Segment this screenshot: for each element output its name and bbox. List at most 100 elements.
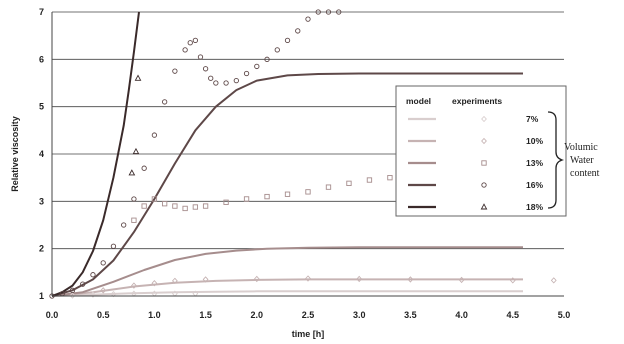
y-tick-labels: 1 2 3 4 5 6 7 xyxy=(39,7,44,301)
experiment-point-13pct xyxy=(161,201,168,207)
x-tick-label: 4.5 xyxy=(507,310,520,320)
experiment-point-7pct xyxy=(110,290,117,298)
experiment-point-16pct xyxy=(110,243,117,249)
y-tick-label: 2 xyxy=(39,244,44,254)
x-axis-title: time [h] xyxy=(292,329,325,339)
experiment-point-16pct xyxy=(233,77,239,84)
experiment-point-16pct xyxy=(336,9,342,15)
legend-label-18pct: 18% xyxy=(526,202,543,212)
group-label-line-1: Volumic xyxy=(564,142,598,153)
experiment-point-13pct xyxy=(264,193,270,200)
legend-label-13pct: 13% xyxy=(526,158,543,168)
experiment-point-16pct xyxy=(131,196,137,202)
experiment-point-13pct xyxy=(243,196,250,202)
model-curve-18pct xyxy=(51,11,140,297)
experiment-point-13pct xyxy=(141,203,147,209)
legend: model experiments 7% 10% 13% 16% 18% xyxy=(395,85,567,217)
experiment-point-16pct xyxy=(202,66,209,72)
x-tick-label: 0.5 xyxy=(97,310,110,320)
experiment-point-13pct xyxy=(387,175,393,181)
experiment-point-16pct xyxy=(121,222,127,228)
experiment-point-16pct xyxy=(172,68,178,74)
x-tick-label: 3.5 xyxy=(404,310,417,320)
y-tick-label: 4 xyxy=(39,149,44,159)
experiment-point-16pct xyxy=(315,9,321,15)
experiment-point-16pct xyxy=(254,63,260,70)
experiment-point-16pct xyxy=(208,75,214,81)
legend-marker-13pct xyxy=(481,160,487,166)
experiment-point-13pct xyxy=(366,177,373,183)
experiment-point-13pct xyxy=(305,189,311,195)
experiment-point-10pct xyxy=(131,282,137,289)
experiment-point-10pct xyxy=(509,277,516,284)
x-tick-label: 0.0 xyxy=(46,310,59,320)
axes xyxy=(51,12,564,297)
x-tick-labels: 0.0 0.5 1.0 1.5 2.0 2.5 3.0 3.5 4.0 4.5 5.0 xyxy=(46,310,571,320)
y-axis-title: Relative viscosity xyxy=(10,116,20,192)
experiment-point-10pct xyxy=(305,275,311,282)
experiment-point-16pct xyxy=(192,37,199,44)
model-curve-10pct xyxy=(51,278,523,297)
legend-model-header: model xyxy=(406,96,431,106)
experiment-point-16pct xyxy=(90,272,96,278)
model-curve-13pct xyxy=(51,246,523,297)
legend-marker-7pct xyxy=(481,115,487,123)
legend-marker-18pct xyxy=(480,203,488,210)
experiment-point-16pct xyxy=(213,80,219,86)
legend-label-7pct: 7% xyxy=(526,114,539,124)
experiment-point-16pct xyxy=(264,56,270,62)
experiment-point-16pct xyxy=(182,47,188,53)
experiment-point-10pct xyxy=(550,277,557,284)
y-tick-label: 3 xyxy=(39,196,44,206)
legend-marker-16pct xyxy=(481,182,487,188)
experiment-point-16pct xyxy=(80,281,86,287)
experiment-point-18pct xyxy=(134,74,142,81)
experiment-point-13pct xyxy=(151,196,158,202)
experiment-point-16pct xyxy=(223,80,229,86)
experiment-point-16pct xyxy=(197,54,204,60)
experiment-point-10pct xyxy=(202,276,209,283)
experiment-point-16pct xyxy=(284,37,291,44)
experiment-point-16pct xyxy=(69,287,76,293)
x-tick-label: 3.0 xyxy=(353,310,366,320)
legend-label-16pct: 16% xyxy=(526,180,543,190)
experiment-point-16pct xyxy=(243,70,250,77)
experiment-point-16pct xyxy=(295,28,301,34)
experiment-point-13pct xyxy=(325,184,332,190)
legend-box xyxy=(395,85,567,217)
experiment-point-16pct xyxy=(141,165,147,171)
y-tick-label: 6 xyxy=(39,54,44,64)
x-tick-label: 1.0 xyxy=(148,310,161,320)
y-tick-label: 1 xyxy=(39,291,44,301)
y-tick-label: 5 xyxy=(39,102,44,112)
experiment-point-10pct xyxy=(100,287,107,294)
x-tick-label: 2.0 xyxy=(251,310,264,320)
experiment-point-16pct xyxy=(274,47,280,53)
group-label-line-3: content xyxy=(570,168,600,179)
experiment-point-13pct xyxy=(192,204,199,210)
experiment-point-7pct xyxy=(90,291,96,298)
legend-label-10pct: 10% xyxy=(526,136,543,146)
model-curves xyxy=(51,11,523,297)
experiment-point-10pct xyxy=(151,280,158,287)
experiment-point-18pct xyxy=(128,169,136,176)
experiment-point-16pct xyxy=(100,260,106,266)
experiment-point-13pct xyxy=(182,205,188,212)
experiment-point-16pct xyxy=(187,40,193,46)
experiment-point-13pct xyxy=(131,217,137,223)
model-curve-7pct xyxy=(51,290,523,297)
group-label-line-2: Water xyxy=(570,155,594,166)
legend-marker-10pct xyxy=(481,137,487,145)
experiment-point-16pct xyxy=(161,99,168,105)
legend-experiments-header: experiments xyxy=(452,96,502,106)
experiment-point-10pct xyxy=(458,276,465,284)
x-tick-label: 4.0 xyxy=(455,310,468,320)
experiment-point-13pct xyxy=(202,203,209,209)
experiment-point-13pct xyxy=(284,191,291,197)
experiment-point-10pct xyxy=(171,277,178,285)
x-tick-label: 5.0 xyxy=(558,310,571,320)
x-tick-label: 1.5 xyxy=(199,310,212,320)
x-tick-label: 2.5 xyxy=(302,310,315,320)
legend-group-label: Volumic Water content xyxy=(564,142,600,179)
